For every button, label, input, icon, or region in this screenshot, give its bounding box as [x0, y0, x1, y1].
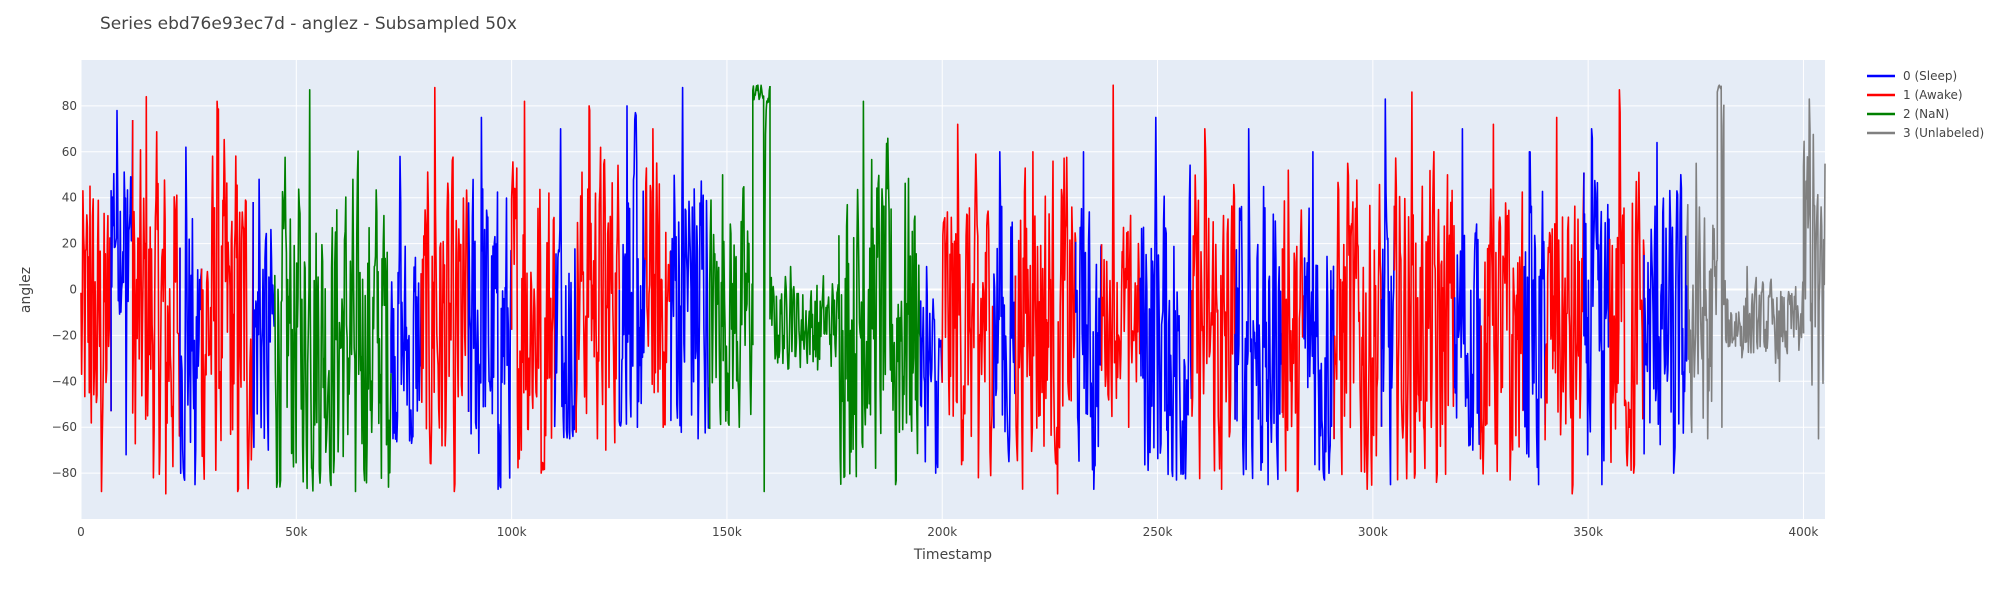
- series-line-segment: [1686, 162, 1719, 440]
- series-line-segment: [1583, 128, 1611, 486]
- series-line-segment: [1014, 151, 1077, 495]
- series-line-segment: [670, 86, 711, 440]
- x-tick-label: 150k: [712, 525, 742, 539]
- y-axis-title: anglez: [18, 267, 34, 313]
- series-line-segment: [1716, 84, 1725, 428]
- x-tick-label: 50k: [285, 525, 307, 539]
- legend-label: 1 (Awake): [1903, 88, 1963, 102]
- chart-title: Series ebd76e93ec7d - anglez - Subsample…: [100, 14, 517, 34]
- series-line-segment: [993, 151, 1017, 463]
- series-line-segment: [1303, 151, 1335, 481]
- series-line-segment: [1479, 123, 1524, 481]
- series-line-segment: [1380, 98, 1396, 486]
- legend: 0 (Sleep) 1 (Awake) 2 (NaN) 3 (Unlabeled): [1867, 69, 1984, 140]
- series-line-segment: [1453, 128, 1482, 451]
- series-line-segment: [420, 86, 470, 493]
- x-axis-title: Timestamp: [913, 547, 992, 563]
- series-line-segment: [1544, 116, 1585, 495]
- x-tick-label: 0: [77, 525, 85, 539]
- series-line-segment: [838, 100, 922, 486]
- series-line-segment: [390, 155, 422, 445]
- series-line-segment: [252, 178, 276, 451]
- legend-label: 0 (Sleep): [1903, 69, 1957, 83]
- y-axis-ticks: −80 −60 −40 −20 0 20 40 60 80: [52, 99, 77, 480]
- series-line-segment: [941, 123, 995, 479]
- series-line-segment: [1234, 128, 1284, 486]
- x-axis-ticks: 0 50k 100k 150k 200k 250k 300k 350k 400k: [77, 525, 1818, 539]
- series-line-segment: [1522, 151, 1546, 486]
- series-line-segment: [644, 128, 672, 428]
- y-tick-label: 60: [62, 145, 77, 159]
- series-line-segment: [110, 109, 134, 456]
- series-line-segment: [274, 89, 392, 493]
- series-line-segment: [1191, 128, 1236, 490]
- x-tick-label: 400k: [1789, 525, 1819, 539]
- series-line-segment: [510, 100, 556, 474]
- series-line-segment: [80, 185, 112, 493]
- series-line-segment: [131, 95, 181, 495]
- series-line-segment: [1393, 91, 1456, 484]
- series-line-segment: [1608, 89, 1645, 474]
- series-line-segment: [553, 128, 577, 440]
- series-line-segment: [1802, 98, 1826, 440]
- x-tick-label: 350k: [1573, 525, 1603, 539]
- series-line-segment: [1643, 141, 1688, 474]
- series-line-segment: [1139, 116, 1193, 481]
- y-tick-label: 80: [62, 99, 77, 113]
- x-tick-label: 250k: [1143, 525, 1173, 539]
- series-line-segment: [1281, 169, 1305, 493]
- series-line-segment: [179, 146, 203, 486]
- series-line-segment: [919, 265, 943, 474]
- series-line-segment: [1100, 84, 1142, 428]
- traces: [80, 84, 1826, 495]
- series-line-segment: [752, 84, 771, 493]
- series-line-segment: [1074, 151, 1103, 490]
- y-tick-label: −20: [52, 328, 77, 342]
- y-tick-label: −60: [52, 420, 77, 434]
- x-tick-label: 300k: [1358, 525, 1388, 539]
- series-line-segment: [1723, 104, 1805, 383]
- y-tick-label: −80: [52, 466, 77, 480]
- legend-label: 2 (NaN): [1903, 107, 1949, 121]
- series-line-segment: [200, 100, 254, 493]
- series-line-segment: [618, 105, 646, 428]
- y-tick-label: 0: [69, 283, 77, 297]
- x-tick-label: 100k: [497, 525, 527, 539]
- series-line-segment: [467, 116, 513, 490]
- series-line-segment: [1333, 162, 1383, 490]
- y-tick-label: −40: [52, 374, 77, 388]
- x-tick-label: 200k: [927, 525, 957, 539]
- series-line-segment: [708, 174, 754, 429]
- y-tick-label: 20: [62, 237, 77, 251]
- series-line-segment: [575, 105, 621, 451]
- y-tick-label: 40: [62, 191, 77, 205]
- series-line-segment: [769, 86, 840, 371]
- legend-label: 3 (Unlabeled): [1903, 126, 1984, 140]
